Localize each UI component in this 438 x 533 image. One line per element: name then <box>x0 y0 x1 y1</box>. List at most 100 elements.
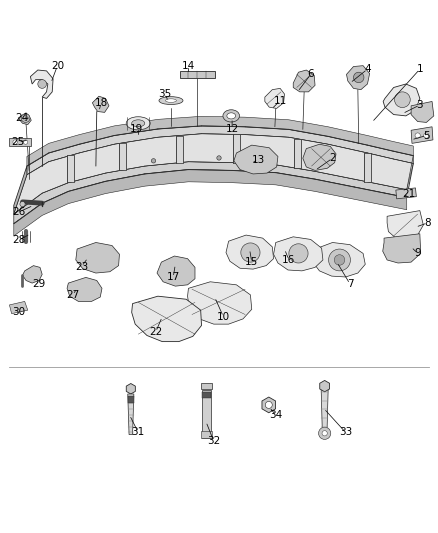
Polygon shape <box>76 243 120 273</box>
Ellipse shape <box>126 117 150 130</box>
Polygon shape <box>313 243 365 277</box>
Polygon shape <box>321 390 328 438</box>
Polygon shape <box>10 138 31 147</box>
Polygon shape <box>176 135 183 163</box>
Circle shape <box>38 79 46 88</box>
Text: 32: 32 <box>207 436 220 446</box>
Text: 11: 11 <box>273 95 287 106</box>
Text: 6: 6 <box>307 69 314 79</box>
Circle shape <box>20 201 25 207</box>
Circle shape <box>217 156 221 160</box>
Polygon shape <box>411 101 434 123</box>
Polygon shape <box>303 144 336 171</box>
Polygon shape <box>132 296 201 342</box>
Circle shape <box>318 427 331 439</box>
Polygon shape <box>126 384 135 394</box>
Ellipse shape <box>227 113 236 119</box>
Polygon shape <box>187 282 252 324</box>
Polygon shape <box>294 139 301 168</box>
Text: 7: 7 <box>346 279 353 289</box>
Text: 9: 9 <box>414 248 421 259</box>
Polygon shape <box>396 188 417 199</box>
Ellipse shape <box>166 99 177 102</box>
Text: 5: 5 <box>423 131 430 141</box>
Polygon shape <box>14 134 413 214</box>
Circle shape <box>23 140 28 144</box>
Text: 10: 10 <box>217 312 230 322</box>
Text: 23: 23 <box>75 262 88 271</box>
Polygon shape <box>67 277 102 302</box>
Polygon shape <box>30 70 53 99</box>
Polygon shape <box>265 88 285 108</box>
Polygon shape <box>346 66 370 90</box>
Polygon shape <box>364 153 371 182</box>
Polygon shape <box>157 256 195 286</box>
Text: 19: 19 <box>129 124 143 134</box>
Polygon shape <box>201 431 212 438</box>
Ellipse shape <box>223 110 240 122</box>
Circle shape <box>289 244 308 263</box>
Circle shape <box>415 133 420 138</box>
Polygon shape <box>18 113 31 125</box>
Polygon shape <box>233 134 240 163</box>
Text: 15: 15 <box>245 257 258 267</box>
Polygon shape <box>320 381 329 392</box>
Polygon shape <box>202 392 211 398</box>
Polygon shape <box>128 396 134 403</box>
Polygon shape <box>387 211 424 239</box>
Polygon shape <box>14 166 27 214</box>
Circle shape <box>328 249 350 271</box>
Text: 18: 18 <box>95 98 108 108</box>
Text: 14: 14 <box>182 61 195 71</box>
Polygon shape <box>27 116 413 166</box>
Circle shape <box>334 255 345 265</box>
Text: 20: 20 <box>51 61 64 71</box>
Text: 16: 16 <box>282 255 296 265</box>
Text: 12: 12 <box>226 124 239 134</box>
Text: 2: 2 <box>329 153 336 163</box>
Circle shape <box>23 116 28 120</box>
Text: 26: 26 <box>12 207 26 217</box>
Circle shape <box>395 92 410 108</box>
Polygon shape <box>67 156 74 182</box>
Ellipse shape <box>132 120 145 127</box>
Circle shape <box>353 72 364 83</box>
Text: 34: 34 <box>269 410 283 420</box>
Circle shape <box>13 140 17 144</box>
Polygon shape <box>14 169 407 236</box>
Polygon shape <box>120 143 127 170</box>
Polygon shape <box>274 237 323 271</box>
Polygon shape <box>22 265 42 283</box>
Polygon shape <box>10 302 28 313</box>
Circle shape <box>21 114 30 123</box>
Circle shape <box>424 133 429 138</box>
Circle shape <box>265 401 272 408</box>
Text: 33: 33 <box>339 427 352 438</box>
Text: 29: 29 <box>32 279 45 289</box>
Text: 27: 27 <box>66 290 79 300</box>
Text: 22: 22 <box>149 327 162 337</box>
Text: 4: 4 <box>364 64 371 74</box>
Polygon shape <box>180 71 215 78</box>
Text: 21: 21 <box>402 189 416 199</box>
Text: 35: 35 <box>158 89 171 99</box>
Polygon shape <box>202 390 211 438</box>
Ellipse shape <box>159 96 183 104</box>
Polygon shape <box>201 383 212 389</box>
Text: 25: 25 <box>11 137 25 147</box>
Text: 1: 1 <box>417 64 423 74</box>
Polygon shape <box>128 394 134 434</box>
Circle shape <box>241 243 260 262</box>
Polygon shape <box>383 84 420 116</box>
Circle shape <box>322 431 327 436</box>
Polygon shape <box>92 96 109 112</box>
Text: 17: 17 <box>166 272 180 282</box>
Text: 31: 31 <box>131 427 145 438</box>
Text: 8: 8 <box>424 218 431 228</box>
Polygon shape <box>411 127 433 143</box>
Polygon shape <box>226 235 274 269</box>
Circle shape <box>269 158 274 163</box>
Text: 24: 24 <box>15 113 28 123</box>
Text: 3: 3 <box>417 100 423 110</box>
Text: 28: 28 <box>12 235 26 245</box>
